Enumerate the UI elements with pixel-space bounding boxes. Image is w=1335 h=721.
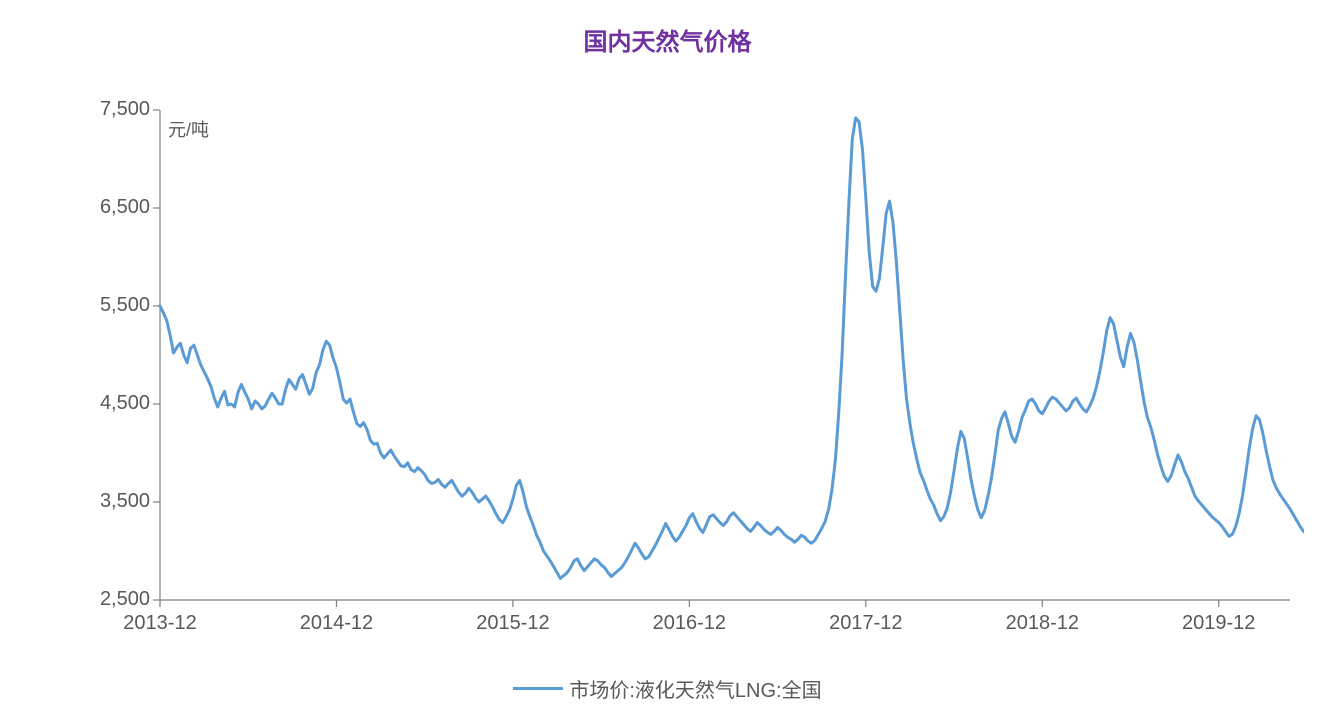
y-tick-label: 5,500	[80, 294, 150, 317]
x-tick-label: 2015-12	[476, 612, 549, 635]
y-tick-label: 6,500	[80, 196, 150, 219]
x-tick-label: 2017-12	[829, 612, 902, 635]
x-tick-label: 2014-12	[300, 612, 373, 635]
legend: 市场价:液化天然气LNG:全国	[0, 674, 1335, 703]
chart-container: 国内天然气价格 元/吨 2,5003,5004,5005,5006,5007,5…	[0, 0, 1335, 721]
y-tick-label: 2,500	[80, 588, 150, 611]
x-tick-label: 2016-12	[653, 612, 726, 635]
y-tick-label: 7,500	[80, 98, 150, 121]
legend-line	[513, 687, 563, 690]
x-tick-label: 2013-12	[123, 612, 196, 635]
plot-area	[146, 96, 1304, 614]
y-tick-label: 3,500	[80, 490, 150, 513]
legend-label: 市场价:液化天然气LNG:全国	[569, 674, 821, 703]
x-tick-label: 2019-12	[1182, 612, 1255, 635]
x-tick-label: 2018-12	[1006, 612, 1079, 635]
chart-title: 国内天然气价格	[0, 22, 1335, 57]
y-tick-label: 4,500	[80, 392, 150, 415]
